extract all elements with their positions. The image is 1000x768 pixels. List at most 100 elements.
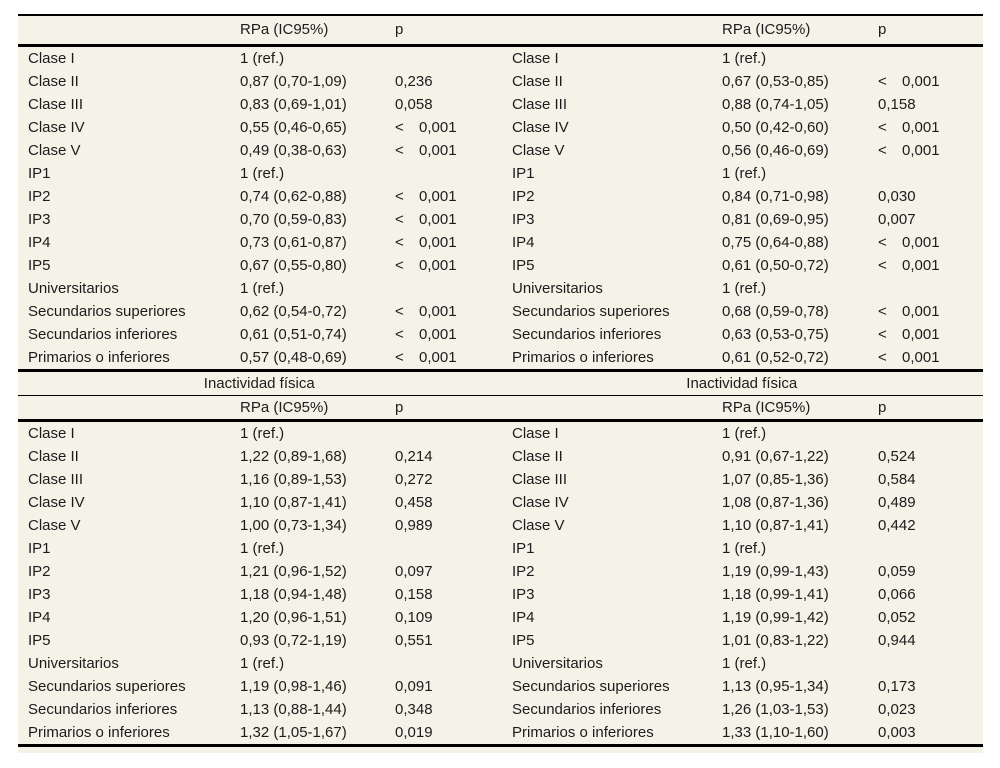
p-cell: 0,023 bbox=[868, 698, 983, 721]
row-label: Clase I bbox=[512, 425, 559, 442]
row-label: Clase III bbox=[512, 471, 568, 488]
row-label: IP2 bbox=[512, 188, 535, 205]
p-cell bbox=[868, 162, 983, 185]
row-label: Clase IV bbox=[28, 494, 85, 511]
less-than-sign: < bbox=[395, 349, 404, 366]
p-value: 0,097 bbox=[395, 563, 433, 580]
rpa-value: 1,18 (0,99-1,41) bbox=[722, 586, 829, 603]
p-value: 0,052 bbox=[878, 609, 916, 626]
rpa-value: 1 (ref.) bbox=[240, 425, 285, 442]
row-label: Secundarios inferiores bbox=[512, 326, 662, 343]
p-value: 0,001 bbox=[902, 349, 940, 366]
table-row: IP5 0,93 (0,72-1,19) 0,551 IP5 1,01 (0,83-1,… bbox=[18, 629, 983, 652]
p-cell: 0,019 bbox=[385, 721, 502, 744]
p-cell: 0,272 bbox=[385, 468, 502, 491]
less-than-sign: < bbox=[878, 349, 887, 366]
table-row: IP3 0,70 (0,59-0,83) <0,001 IP3 0,81 (0,69-0… bbox=[18, 208, 983, 231]
p-cell bbox=[868, 422, 983, 445]
row-label: Clase I bbox=[512, 50, 559, 67]
less-than-sign: < bbox=[878, 234, 887, 251]
p-cell: 0,007 bbox=[868, 208, 983, 231]
row-label: Clase IV bbox=[512, 494, 569, 511]
table-row: IP5 0,67 (0,55-0,80) <0,001 IP5 0,61 (0,50-0… bbox=[18, 254, 983, 277]
rule-under-header bbox=[18, 419, 983, 422]
table-row: IP1 1 (ref.) IP1 1 (ref.) bbox=[18, 162, 983, 185]
row-label: IP2 bbox=[28, 563, 51, 580]
rpa-value: 0,91 (0,67-1,22) bbox=[722, 448, 829, 465]
row-label: Clase I bbox=[28, 425, 75, 442]
p-cell: <0,001 bbox=[385, 346, 502, 369]
p-value: 0,023 bbox=[878, 701, 916, 718]
p-cell: 0,158 bbox=[868, 93, 983, 116]
p-value: 0,019 bbox=[395, 724, 433, 741]
p-cell: <0,001 bbox=[868, 254, 983, 277]
col-header-p: p bbox=[395, 21, 404, 38]
p-cell: <0,001 bbox=[385, 231, 502, 254]
row-label: Clase III bbox=[512, 96, 568, 113]
col-header-empty bbox=[502, 396, 712, 419]
p-cell bbox=[868, 277, 983, 300]
column-header-row: RPa (IC95%) p RPa (IC95%) p bbox=[18, 16, 983, 44]
p-value: 0,442 bbox=[878, 517, 916, 534]
table-row: Clase III 1,16 (0,89-1,53) 0,272 Clase III 1… bbox=[18, 468, 983, 491]
p-value: 0,058 bbox=[395, 96, 433, 113]
rpa-value: 1,16 (0,89-1,53) bbox=[240, 471, 347, 488]
rpa-value: 1,00 (0,73-1,34) bbox=[240, 517, 347, 534]
p-cell: 0,214 bbox=[385, 445, 502, 468]
p-value: 0,001 bbox=[902, 234, 940, 251]
p-cell: 0,059 bbox=[868, 560, 983, 583]
rpa-value: 1,20 (0,96-1,51) bbox=[240, 609, 347, 626]
less-than-sign: < bbox=[878, 142, 887, 159]
p-value: 0,001 bbox=[902, 142, 940, 159]
p-cell bbox=[385, 47, 502, 70]
rpa-value: 1,33 (1,10-1,60) bbox=[722, 724, 829, 741]
row-label: IP2 bbox=[512, 563, 535, 580]
row-label: Clase V bbox=[28, 517, 81, 534]
rpa-value: 0,93 (0,72-1,19) bbox=[240, 632, 347, 649]
row-label: Secundarios superiores bbox=[28, 678, 186, 695]
rule-under-header bbox=[18, 44, 983, 47]
p-value: 0,003 bbox=[878, 724, 916, 741]
col-header-p: p bbox=[878, 399, 887, 416]
rpa-value: 0,63 (0,53-0,75) bbox=[722, 326, 829, 343]
p-cell: <0,001 bbox=[868, 300, 983, 323]
table-row: Clase II 0,87 (0,70-1,09) 0,236 Clase II 0,6… bbox=[18, 70, 983, 93]
table-row: Clase I 1 (ref.) Clase I 1 (ref.) bbox=[18, 47, 983, 70]
p-cell: 0,442 bbox=[868, 514, 983, 537]
table-row: Clase IV 1,10 (0,87-1,41) 0,458 Clase IV 1,0… bbox=[18, 491, 983, 514]
rpa-value: 1 (ref.) bbox=[240, 540, 285, 557]
row-label: IP1 bbox=[28, 165, 51, 182]
rpa-value: 1,13 (0,95-1,34) bbox=[722, 678, 829, 695]
p-value: 0,272 bbox=[395, 471, 433, 488]
rpa-value: 1,18 (0,94-1,48) bbox=[240, 586, 347, 603]
col-header-p: p bbox=[878, 21, 887, 38]
p-cell bbox=[385, 537, 502, 560]
p-value: 0,214 bbox=[395, 448, 433, 465]
table-row: IP4 1,20 (0,96-1,51) 0,109 IP4 1,19 (0,99-1,… bbox=[18, 606, 983, 629]
row-label: IP5 bbox=[28, 257, 51, 274]
p-cell: 0,030 bbox=[868, 185, 983, 208]
less-than-sign: < bbox=[878, 257, 887, 274]
row-label: Secundarios inferiores bbox=[28, 326, 178, 343]
rpa-value: 1,19 (0,98-1,46) bbox=[240, 678, 347, 695]
p-cell: 0,091 bbox=[385, 675, 502, 698]
rpa-value: 1,08 (0,87-1,36) bbox=[722, 494, 829, 511]
p-cell bbox=[385, 422, 502, 445]
col-header-p: p bbox=[395, 399, 404, 416]
rpa-value: 0,57 (0,48-0,69) bbox=[240, 349, 347, 366]
row-label: Secundarios superiores bbox=[512, 303, 670, 320]
p-cell: 0,944 bbox=[868, 629, 983, 652]
table-body-bottom: Clase I 1 (ref.) Clase I 1 (ref.) Clase II 1,… bbox=[18, 422, 983, 744]
p-cell: 0,158 bbox=[385, 583, 502, 606]
p-cell: <0,001 bbox=[868, 346, 983, 369]
p-cell: <0,001 bbox=[385, 323, 502, 346]
table-body-top: Clase I 1 (ref.) Clase I 1 (ref.) Clase II 0,… bbox=[18, 47, 983, 369]
row-label: IP1 bbox=[28, 540, 51, 557]
less-than-sign: < bbox=[878, 73, 887, 90]
p-value: 0,551 bbox=[395, 632, 433, 649]
p-value: 0,001 bbox=[419, 188, 457, 205]
row-label: Secundarios inferiores bbox=[28, 701, 178, 718]
rpa-value: 0,67 (0,55-0,80) bbox=[240, 257, 347, 274]
p-cell: 0,584 bbox=[868, 468, 983, 491]
rule-under-title bbox=[18, 395, 983, 396]
